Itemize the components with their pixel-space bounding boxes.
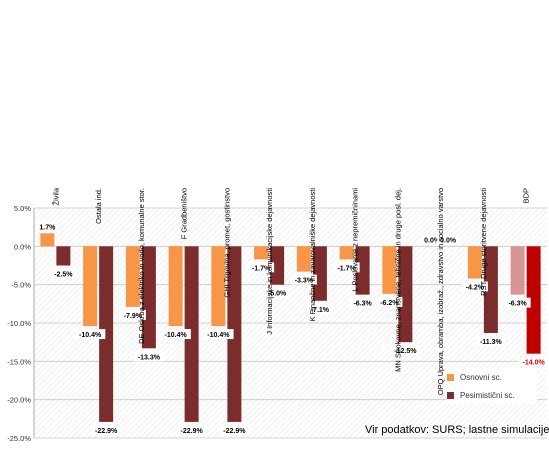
y-tick-label: -20.0% xyxy=(7,396,31,405)
category-label: GHI Trgovina, promet, gostinstvo xyxy=(222,188,231,298)
legend-swatch-base xyxy=(447,374,454,381)
legend-swatch-pessimistic xyxy=(447,392,454,399)
data-label: 1.7% xyxy=(39,224,56,231)
category-label: K Finančne in zavarovalniške dejavnosti xyxy=(308,188,317,322)
bar-pessimistic xyxy=(56,246,70,265)
data-label: -22.9% xyxy=(181,428,204,435)
bar-base xyxy=(40,233,54,246)
legend: Osnovni sc. Pesimistični sc. xyxy=(447,368,537,404)
category-label: BDP xyxy=(522,188,531,203)
data-label: -10.4% xyxy=(207,332,230,339)
category-label: RST Druge storitvene dejavnosti xyxy=(479,188,488,296)
data-label: -14.0% xyxy=(523,360,546,367)
category-label: J Informacijske in komunikacijske dejavn… xyxy=(265,188,274,335)
data-label: -22.9% xyxy=(223,428,246,435)
category-label: Ostala ind. xyxy=(94,188,103,224)
y-tick-label: 5.0% xyxy=(14,204,31,213)
category-label: L Poslovanje z nepremičninami xyxy=(351,188,360,292)
y-tick-label: -10.0% xyxy=(7,319,31,328)
category-label: F Gradbeništvo xyxy=(180,188,189,239)
data-label: -11.3% xyxy=(480,339,503,346)
y-tick-label: -5.0% xyxy=(11,281,31,290)
y-tick-label: -25.0% xyxy=(7,434,31,443)
bar-base xyxy=(169,246,183,326)
data-label: -2.5% xyxy=(54,272,73,279)
bar-base xyxy=(511,246,525,294)
data-label: -13.3% xyxy=(138,354,161,361)
legend-label-base: Osnovni sc. xyxy=(460,373,502,382)
category-label: Živila xyxy=(51,187,60,205)
legend-item-pessimistic: Pesimistični sc. xyxy=(447,386,537,404)
data-label: -6.3% xyxy=(353,301,372,308)
category-label: OPQ Uprava, obramba, izobraž., zdravstvo… xyxy=(436,188,445,395)
data-label: -10.4% xyxy=(165,332,188,339)
category-label: DE Oskrba z elektriko in vodo, komunalne… xyxy=(137,188,146,344)
legend-item-base: Osnovni sc. xyxy=(447,368,537,386)
legend-label-pessimistic: Pesimistični sc. xyxy=(460,391,515,400)
source-note: Vir podatkov: SURS; lastne simulacije xyxy=(365,424,549,436)
category-label: MN Strokovne, znanstvene, tehnične in dr… xyxy=(393,188,402,372)
data-label: -10.4% xyxy=(79,332,102,339)
y-axis: 5.0% 0.0% -5.0% -10.0% -15.0% -20.0% -25.0% xyxy=(7,204,34,443)
data-label: -6.3% xyxy=(508,301,527,308)
y-tick-label: -15.0% xyxy=(7,357,31,366)
y-tick-label: 0.0% xyxy=(14,242,31,251)
bar-base xyxy=(83,246,97,326)
data-label: -22.9% xyxy=(95,428,118,435)
